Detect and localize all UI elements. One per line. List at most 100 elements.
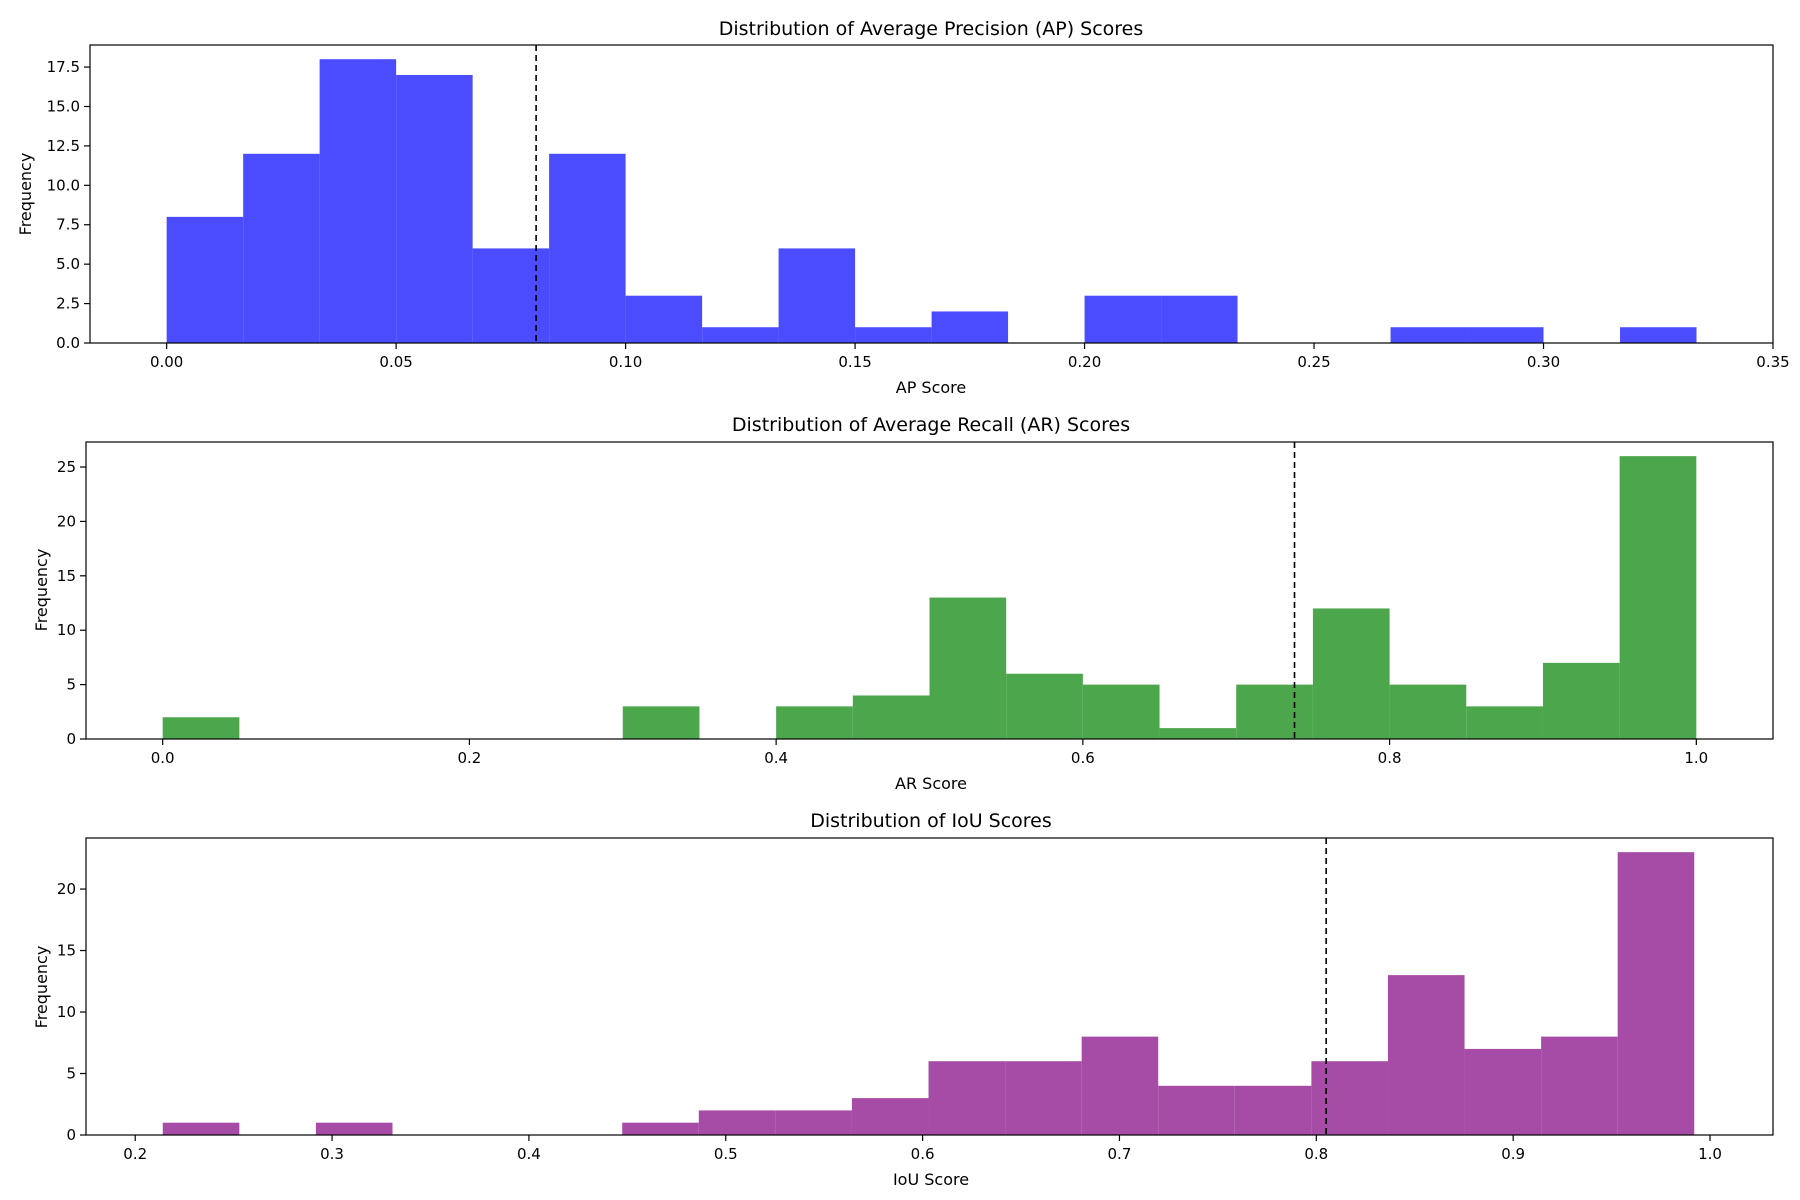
iou-chart-title: Distribution of IoU Scores: [810, 810, 1052, 832]
ar-y-tick-label-4: 20: [57, 512, 76, 530]
iou-bar-16: [1387, 975, 1465, 1135]
ar-x-tick-label-0: 0.0: [151, 749, 175, 767]
iou-y-tick-label-1: 5: [66, 1065, 76, 1083]
ar-bars: [162, 456, 1697, 739]
iou-x-tick-label-0: 0.2: [123, 1145, 147, 1163]
ar-bar-19: [1619, 456, 1697, 739]
iou-bar-12: [1081, 1036, 1159, 1135]
iou-axes-frame: [85, 837, 1774, 1136]
iou-bar-7: [698, 1110, 776, 1135]
ap-bar-9: [855, 327, 932, 343]
iou-x-tick-label-4: 0.6: [911, 1145, 935, 1163]
ap-bar-13: [1161, 295, 1238, 343]
iou-x-tick-label-3: 0.5: [714, 1145, 738, 1163]
ap-y-tick-label-6: 15.0: [47, 97, 80, 115]
ap-bars: [166, 59, 1697, 343]
ar-bar-17: [1466, 706, 1543, 739]
iou-y-tick-label-4: 20: [57, 880, 76, 898]
ap-y-tick-label-0: 0.0: [56, 334, 80, 352]
ap-x-tick-label-0: 0.00: [150, 353, 183, 371]
ar-bar-18: [1542, 662, 1620, 739]
ar-bar-8: [776, 706, 853, 739]
ap-bar-6: [625, 295, 703, 343]
ar-x-tick-label-2: 0.4: [764, 749, 788, 767]
ap-y-tick-label-5: 12.5: [47, 137, 80, 155]
ap-bar-17: [1467, 327, 1544, 343]
ar-x-tick-label-5: 1.0: [1684, 749, 1708, 767]
iou-x-tick-label-6: 0.8: [1304, 1145, 1328, 1163]
ap-y-tick-label-7: 17.5: [47, 58, 80, 76]
ar-bar-0: [162, 717, 240, 739]
ar-y-tick-label-1: 5: [66, 676, 76, 694]
ar-chart-title: Distribution of Average Recall (AR) Scor…: [732, 414, 1130, 436]
ar-y-axis-label: Frequency: [32, 549, 51, 632]
iou-bars: [162, 852, 1695, 1135]
iou-x-ticks: 0.2 0.3 0.4 0.5 0.6 0.7 0.8 0.9 1.0: [123, 1135, 1722, 1163]
ar-bar-10: [929, 597, 1007, 739]
iou-bar-0: [162, 1122, 240, 1135]
iou-bar-2: [315, 1122, 393, 1135]
ap-bar-5: [549, 153, 626, 343]
ap-bar-3: [396, 74, 473, 343]
ar-bar-15: [1312, 608, 1390, 739]
ar-bar-11: [1006, 673, 1083, 739]
ap-chart-title: Distribution of Average Precision (AP) S…: [719, 18, 1144, 40]
ap-x-tick-label-5: 0.25: [1297, 353, 1330, 371]
iou-y-ticks: 0 5 10 15 20: [57, 880, 86, 1144]
iou-x-tick-label-5: 0.7: [1108, 1145, 1132, 1163]
ap-axes-frame: [89, 44, 1774, 344]
ap-bar-10: [931, 311, 1009, 343]
iou-x-tick-label-1: 0.3: [320, 1145, 344, 1163]
ar-bar-9: [852, 695, 930, 739]
ar-y-ticks: 0 5 10 15 20 25: [57, 458, 86, 748]
ap-x-tick-label-7: 0.35: [1756, 353, 1789, 371]
ar-y-tick-label-0: 0: [66, 730, 76, 748]
ap-bar-1: [243, 153, 320, 343]
iou-bar-9: [851, 1098, 929, 1135]
ap-bar-12: [1084, 295, 1162, 343]
iou-bar-17: [1464, 1048, 1542, 1135]
ap-x-axis-label: AP Score: [896, 378, 967, 397]
iou-bar-10: [928, 1061, 1006, 1135]
ap-y-tick-label-4: 10.0: [47, 176, 80, 194]
ar-y-tick-label-2: 10: [57, 621, 76, 639]
iou-bar-13: [1158, 1085, 1235, 1135]
ap-bar-16: [1390, 327, 1468, 343]
iou-y-tick-label-2: 10: [57, 1003, 76, 1021]
ap-histogram-panel: Distribution of Average Precision (AP) S…: [16, 18, 1790, 397]
iou-bar-6: [622, 1122, 699, 1135]
ap-y-tick-label-3: 7.5: [56, 216, 80, 234]
ap-y-axis-label: Frequency: [16, 153, 35, 236]
ar-bar-12: [1082, 684, 1160, 739]
ap-y-tick-label-2: 5.0: [56, 255, 80, 273]
ar-axes-frame: [85, 441, 1774, 740]
ap-bar-7: [702, 327, 779, 343]
iou-x-tick-label-7: 0.9: [1501, 1145, 1525, 1163]
ar-bar-14: [1236, 684, 1313, 739]
iou-y-tick-label-0: 0: [66, 1126, 76, 1144]
ap-x-tick-label-3: 0.15: [838, 353, 871, 371]
iou-bar-11: [1005, 1061, 1082, 1135]
ap-y-tick-label-1: 2.5: [56, 295, 80, 313]
iou-histogram-panel: Distribution of IoU Scores 0.2 0.3 0.4 0.5 0…: [32, 810, 1774, 1189]
iou-y-tick-label-3: 15: [57, 942, 76, 960]
ar-x-tick-label-3: 0.6: [1071, 749, 1095, 767]
iou-x-tick-label-2: 0.4: [517, 1145, 541, 1163]
ar-y-tick-label-3: 15: [57, 567, 76, 585]
ap-x-tick-label-2: 0.10: [609, 353, 642, 371]
ar-histogram-panel: Distribution of Average Recall (AR) Scor…: [32, 414, 1774, 793]
ap-x-tick-label-4: 0.20: [1068, 353, 1101, 371]
ar-bar-6: [622, 706, 700, 739]
iou-bar-15: [1311, 1061, 1388, 1135]
ap-y-ticks: 0.0 2.5 5.0 7.5 10.0 12.5 15.0 17.5: [47, 58, 90, 352]
ap-bar-2: [319, 59, 397, 343]
ap-x-ticks: 0.00 0.05 0.10 0.15 0.20 0.25 0.30 0.35: [150, 343, 1790, 371]
ap-x-tick-label-6: 0.30: [1527, 353, 1560, 371]
ap-bar-19: [1620, 327, 1697, 343]
ap-bar-0: [166, 216, 244, 343]
iou-x-axis-label: IoU Score: [893, 1170, 969, 1189]
ap-x-tick-label-1: 0.05: [379, 353, 412, 371]
ar-y-tick-label-5: 25: [57, 458, 76, 476]
ar-bar-16: [1389, 684, 1467, 739]
